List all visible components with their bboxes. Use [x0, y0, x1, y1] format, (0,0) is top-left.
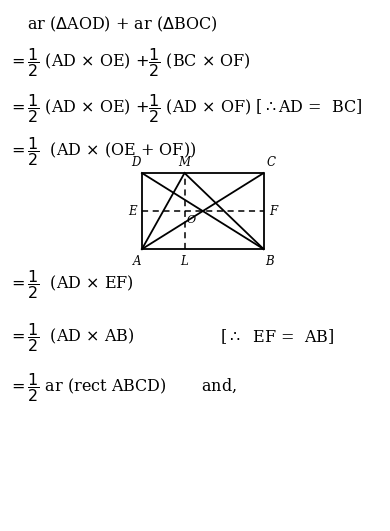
Text: B: B — [266, 255, 274, 268]
Text: $=\dfrac{1}{2}$ ar (rect ABCD)       and,: $=\dfrac{1}{2}$ ar (rect ABCD) and, — [8, 371, 237, 404]
Text: D: D — [131, 156, 140, 169]
Text: A: A — [133, 255, 142, 268]
Text: M: M — [179, 156, 191, 169]
Text: L: L — [181, 255, 188, 268]
Text: $=\dfrac{1}{2}$  (AD $\times$ (OE + OF)): $=\dfrac{1}{2}$ (AD $\times$ (OE + OF)) — [8, 135, 196, 168]
Text: $=\dfrac{1}{2}$ (AD $\times$ OE) $+\dfrac{1}{2}$ (AD $\times$ OF) [$\therefore$A: $=\dfrac{1}{2}$ (AD $\times$ OE) $+\dfra… — [8, 92, 362, 125]
Text: F: F — [269, 204, 277, 218]
Text: ar ($\Delta$AOD) + ar ($\Delta$BOC): ar ($\Delta$AOD) + ar ($\Delta$BOC) — [27, 15, 218, 34]
Text: $=\dfrac{1}{2}$  (AD $\times$ EF): $=\dfrac{1}{2}$ (AD $\times$ EF) — [8, 268, 134, 301]
Text: [$\therefore$  EF =  AB]: [$\therefore$ EF = AB] — [220, 328, 335, 347]
Text: $=\dfrac{1}{2}$  (AD $\times$ AB): $=\dfrac{1}{2}$ (AD $\times$ AB) — [8, 321, 134, 354]
Text: $=\dfrac{1}{2}$ (AD $\times$ OE) $+\dfrac{1}{2}$ (BC $\times$ OF): $=\dfrac{1}{2}$ (AD $\times$ OE) $+\dfra… — [8, 46, 251, 79]
Text: C: C — [267, 156, 276, 169]
Text: E: E — [128, 204, 136, 218]
Text: O: O — [187, 215, 196, 225]
